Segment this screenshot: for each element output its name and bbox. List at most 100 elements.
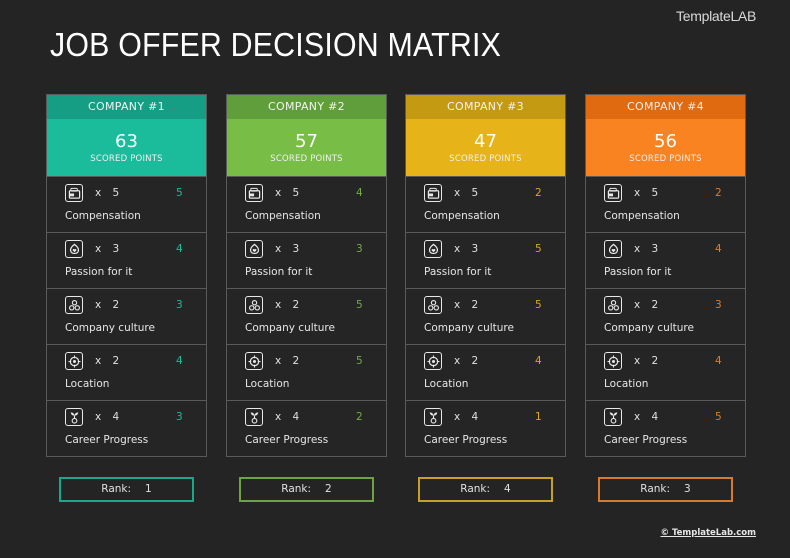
criterion-name: Location xyxy=(245,378,290,390)
criterion-weight: x 5 xyxy=(95,187,120,199)
people-group-icon xyxy=(424,296,442,314)
criterion-weight: x 3 xyxy=(454,243,479,255)
company-header: COMPANY #1 xyxy=(47,95,206,119)
criterion-score[interactable]: 5 xyxy=(176,187,183,199)
criterion-row: x 3 5 Passion for it xyxy=(406,232,565,288)
rank-value: 4 xyxy=(504,483,511,495)
scored-points-label: SCORED POINTS xyxy=(629,154,702,164)
criterion-weight: x 2 xyxy=(454,355,479,367)
criterion-row: x 3 3 Passion for it xyxy=(227,232,386,288)
criterion-name: Passion for it xyxy=(424,266,492,278)
criterion-name: Compensation xyxy=(245,210,321,222)
criterion-weight: x 4 xyxy=(454,411,479,423)
criterion-score[interactable]: 4 xyxy=(715,243,722,255)
criterion-weight: x 4 xyxy=(275,411,300,423)
criterion-name: Location xyxy=(604,378,649,390)
criterion-score[interactable]: 5 xyxy=(356,355,363,367)
target-location-icon xyxy=(604,352,622,370)
people-group-icon xyxy=(604,296,622,314)
heart-flame-icon xyxy=(604,240,622,258)
wallet-icon xyxy=(424,184,442,202)
criterion-weight: x 5 xyxy=(454,187,479,199)
growth-plant-icon xyxy=(604,408,622,426)
target-location-icon xyxy=(424,352,442,370)
criterion-score[interactable]: 5 xyxy=(715,411,722,423)
company-column-1: COMPANY #1 63 SCORED POINTS x 5 5 Compen… xyxy=(46,94,207,457)
criterion-score[interactable]: 3 xyxy=(176,411,183,423)
criterion-weight: x 4 xyxy=(634,411,659,423)
criterion-weight: x 3 xyxy=(634,243,659,255)
criterion-row: x 5 2 Compensation xyxy=(586,176,745,232)
criterion-score[interactable]: 4 xyxy=(176,243,183,255)
criterion-name: Career Progress xyxy=(604,434,688,446)
criterion-row: x 4 3 Career Progress xyxy=(47,400,206,456)
criterion-name: Compensation xyxy=(604,210,680,222)
criterion-score[interactable]: 2 xyxy=(535,187,542,199)
total-score: 57 xyxy=(295,131,318,152)
company-header: COMPANY #3 xyxy=(406,95,565,119)
growth-plant-icon xyxy=(424,408,442,426)
criterion-score[interactable]: 5 xyxy=(535,243,542,255)
rank-label: Rank: xyxy=(460,483,491,495)
criterion-score[interactable]: 4 xyxy=(356,187,363,199)
company-header: COMPANY #2 xyxy=(227,95,386,119)
target-location-icon xyxy=(245,352,263,370)
wallet-icon xyxy=(604,184,622,202)
scored-points-label: SCORED POINTS xyxy=(90,154,163,164)
criterion-name: Company culture xyxy=(245,322,335,334)
criterion-row: x 3 4 Passion for it xyxy=(586,232,745,288)
rank-value: 3 xyxy=(684,483,691,495)
criterion-row: x 5 5 Compensation xyxy=(47,176,206,232)
criterion-row: x 2 4 Location xyxy=(406,344,565,400)
criterion-score[interactable]: 4 xyxy=(176,355,183,367)
criterion-name: Company culture xyxy=(604,322,694,334)
rank-box-2: Rank: 2 xyxy=(239,477,374,502)
criterion-row: x 5 2 Compensation xyxy=(406,176,565,232)
criterion-score[interactable]: 5 xyxy=(535,299,542,311)
scored-points-label: SCORED POINTS xyxy=(270,154,343,164)
criterion-name: Compensation xyxy=(424,210,500,222)
criterion-score[interactable]: 2 xyxy=(356,411,363,423)
growth-plant-icon xyxy=(245,408,263,426)
criterion-weight: x 3 xyxy=(95,243,120,255)
criterion-score[interactable]: 1 xyxy=(535,411,542,423)
criterion-name: Company culture xyxy=(424,322,514,334)
copyright-link[interactable]: © TemplateLab.com xyxy=(660,528,756,538)
company-header: COMPANY #4 xyxy=(586,95,745,119)
criterion-score[interactable]: 2 xyxy=(715,187,722,199)
rank-box-1: Rank: 1 xyxy=(59,477,194,502)
rank-label: Rank: xyxy=(281,483,312,495)
criterion-weight: x 3 xyxy=(275,243,300,255)
company-column-3: COMPANY #3 47 SCORED POINTS x 5 2 Compen… xyxy=(405,94,566,457)
total-score-panel: 63 SCORED POINTS xyxy=(47,119,206,176)
total-score-panel: 56 SCORED POINTS xyxy=(586,119,745,176)
criterion-score[interactable]: 5 xyxy=(356,299,363,311)
growth-plant-icon xyxy=(65,408,83,426)
rank-value: 2 xyxy=(325,483,332,495)
templatelab-logo: TemplateLAB xyxy=(676,8,756,24)
criterion-row: x 5 4 Compensation xyxy=(227,176,386,232)
brand-text: TemplateLAB xyxy=(676,8,756,24)
criterion-weight: x 2 xyxy=(634,299,659,311)
criterion-weight: x 2 xyxy=(275,299,300,311)
criterion-row: x 2 4 Location xyxy=(47,344,206,400)
criterion-row: x 2 3 Company culture xyxy=(586,288,745,344)
total-score: 47 xyxy=(474,131,497,152)
criterion-score[interactable]: 3 xyxy=(715,299,722,311)
criterion-weight: x 2 xyxy=(95,355,120,367)
criterion-score[interactable]: 3 xyxy=(356,243,363,255)
wallet-icon xyxy=(245,184,263,202)
heart-flame-icon xyxy=(65,240,83,258)
page-title: JOB OFFER DECISION MATRIX xyxy=(50,26,502,63)
company-column-4: COMPANY #4 56 SCORED POINTS x 5 2 Compen… xyxy=(585,94,746,457)
criterion-score[interactable]: 4 xyxy=(715,355,722,367)
scored-points-label: SCORED POINTS xyxy=(449,154,522,164)
heart-flame-icon xyxy=(424,240,442,258)
criterion-name: Career Progress xyxy=(65,434,149,446)
criterion-score[interactable]: 4 xyxy=(535,355,542,367)
people-group-icon xyxy=(245,296,263,314)
criterion-row: x 4 1 Career Progress xyxy=(406,400,565,456)
criterion-score[interactable]: 3 xyxy=(176,299,183,311)
criterion-name: Career Progress xyxy=(245,434,329,446)
total-score-panel: 47 SCORED POINTS xyxy=(406,119,565,176)
